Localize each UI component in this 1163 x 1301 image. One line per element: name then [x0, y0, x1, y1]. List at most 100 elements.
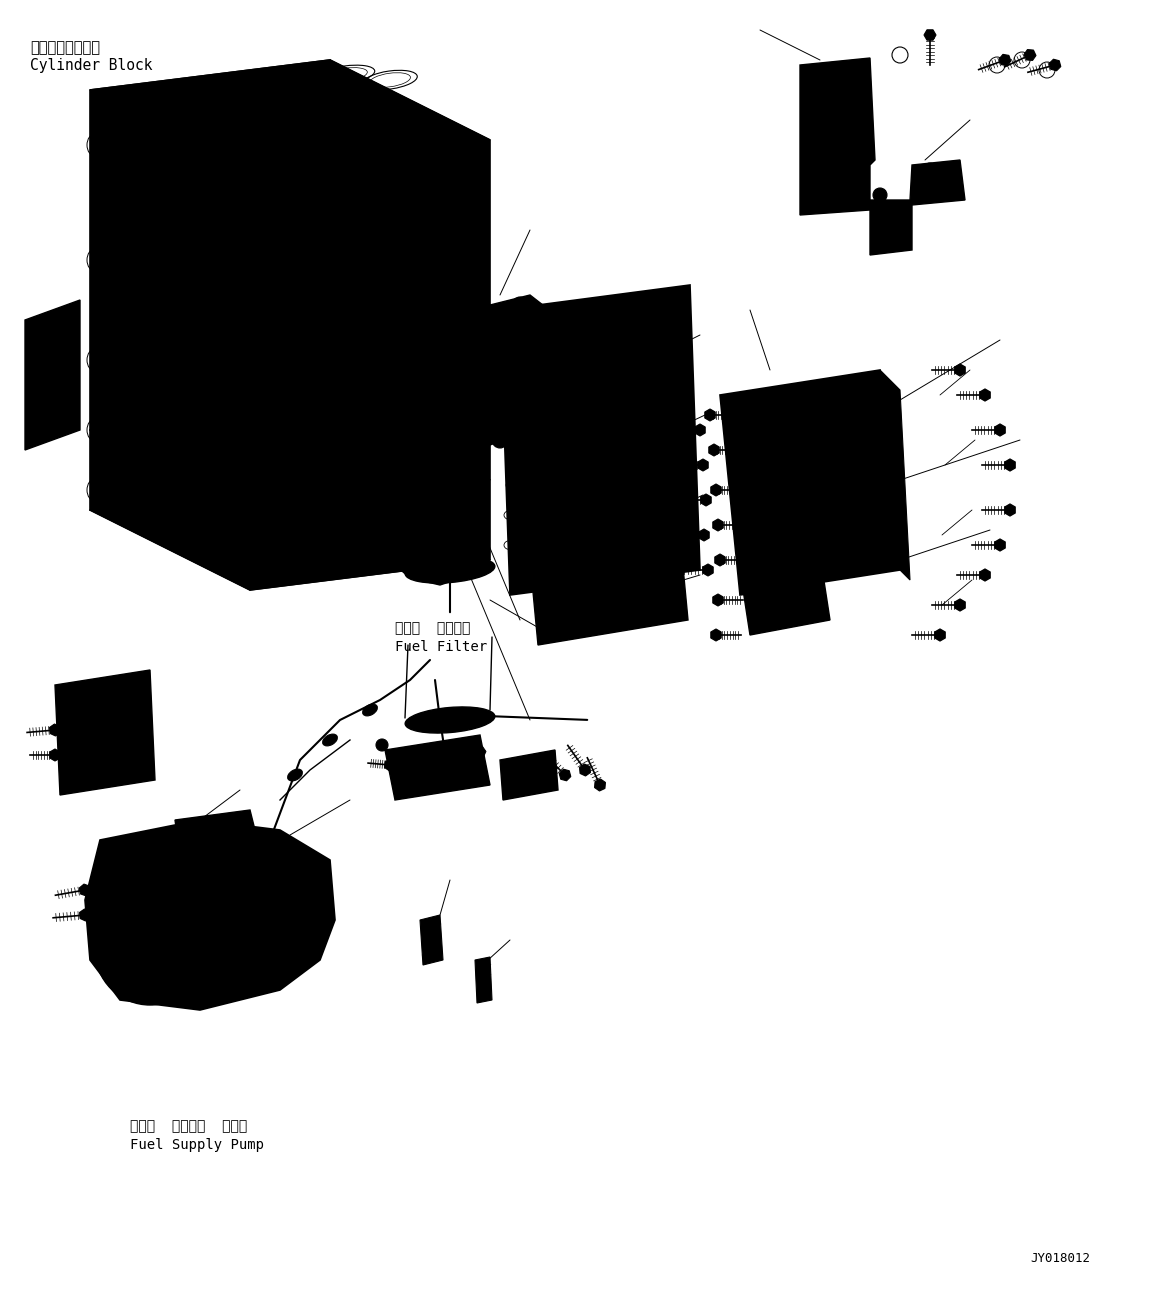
- Circle shape: [516, 360, 522, 367]
- Circle shape: [558, 367, 565, 372]
- Polygon shape: [979, 569, 990, 582]
- Circle shape: [95, 895, 205, 1004]
- Polygon shape: [385, 735, 490, 800]
- Polygon shape: [994, 539, 1005, 552]
- Circle shape: [495, 436, 504, 444]
- Polygon shape: [438, 315, 550, 431]
- Ellipse shape: [405, 706, 494, 732]
- Ellipse shape: [363, 704, 377, 716]
- Polygon shape: [702, 565, 713, 576]
- Polygon shape: [800, 59, 965, 255]
- Circle shape: [621, 319, 627, 324]
- Polygon shape: [90, 480, 490, 589]
- Polygon shape: [713, 519, 723, 531]
- Ellipse shape: [405, 557, 494, 583]
- Circle shape: [551, 336, 559, 343]
- Circle shape: [247, 837, 263, 853]
- Polygon shape: [923, 30, 936, 40]
- Polygon shape: [420, 915, 443, 965]
- Polygon shape: [701, 494, 712, 506]
- Text: フェル  サブライ  ポンプ: フェル サブライ ポンプ: [130, 1119, 248, 1133]
- Circle shape: [658, 454, 664, 459]
- Polygon shape: [713, 595, 723, 606]
- Polygon shape: [428, 513, 463, 548]
- Polygon shape: [530, 535, 688, 645]
- Circle shape: [549, 436, 555, 442]
- Circle shape: [622, 445, 628, 451]
- Polygon shape: [1005, 503, 1015, 516]
- Circle shape: [812, 77, 818, 83]
- Polygon shape: [395, 515, 480, 585]
- Polygon shape: [79, 885, 91, 896]
- Polygon shape: [385, 758, 395, 771]
- Polygon shape: [740, 556, 830, 635]
- Circle shape: [427, 412, 443, 428]
- Text: シリンダブロック: シリンダブロック: [30, 40, 100, 55]
- Polygon shape: [500, 285, 700, 595]
- Circle shape: [528, 336, 534, 342]
- Circle shape: [516, 301, 525, 310]
- Polygon shape: [454, 748, 466, 760]
- Polygon shape: [79, 909, 91, 921]
- Circle shape: [422, 323, 438, 338]
- Circle shape: [547, 332, 563, 347]
- Text: Fuel Supply Pump: Fuel Supply Pump: [130, 1138, 264, 1151]
- Circle shape: [649, 490, 655, 497]
- Circle shape: [431, 416, 438, 424]
- Circle shape: [927, 167, 933, 173]
- Ellipse shape: [278, 847, 302, 863]
- Polygon shape: [95, 855, 140, 935]
- Polygon shape: [955, 598, 965, 611]
- Polygon shape: [330, 399, 490, 559]
- Polygon shape: [708, 444, 719, 455]
- Polygon shape: [50, 749, 60, 761]
- Circle shape: [435, 520, 455, 540]
- Circle shape: [130, 930, 170, 971]
- Polygon shape: [720, 369, 900, 595]
- Text: フェル  フィルタ: フェル フィルタ: [395, 621, 470, 635]
- Polygon shape: [694, 424, 705, 436]
- Circle shape: [664, 333, 670, 340]
- Circle shape: [943, 168, 957, 182]
- Circle shape: [852, 72, 858, 78]
- Polygon shape: [85, 820, 335, 1010]
- Polygon shape: [475, 450, 486, 461]
- Text: Cylinder Block: Cylinder Block: [30, 59, 152, 73]
- Circle shape: [227, 872, 243, 889]
- Polygon shape: [55, 670, 155, 795]
- Polygon shape: [559, 769, 571, 781]
- Bar: [785, 450, 815, 490]
- Circle shape: [577, 448, 583, 453]
- Polygon shape: [475, 747, 486, 757]
- Polygon shape: [955, 364, 965, 376]
- Polygon shape: [705, 409, 715, 422]
- Polygon shape: [409, 755, 421, 766]
- Text: JY018012: JY018012: [1030, 1252, 1090, 1265]
- Polygon shape: [1049, 60, 1061, 70]
- Circle shape: [848, 68, 862, 82]
- Circle shape: [426, 327, 434, 334]
- Circle shape: [376, 739, 388, 751]
- Polygon shape: [174, 811, 261, 857]
- Circle shape: [551, 392, 559, 399]
- Circle shape: [877, 193, 883, 198]
- Polygon shape: [330, 60, 490, 480]
- Ellipse shape: [287, 769, 302, 781]
- Circle shape: [252, 866, 267, 883]
- Circle shape: [547, 386, 563, 403]
- Polygon shape: [475, 958, 492, 1003]
- Circle shape: [649, 483, 655, 489]
- Polygon shape: [711, 628, 721, 641]
- Circle shape: [923, 163, 937, 177]
- Circle shape: [656, 461, 662, 466]
- Polygon shape: [935, 628, 946, 641]
- Polygon shape: [711, 484, 721, 496]
- Polygon shape: [1025, 49, 1036, 60]
- Circle shape: [549, 457, 556, 462]
- Polygon shape: [500, 749, 558, 800]
- Polygon shape: [90, 399, 330, 510]
- Ellipse shape: [278, 922, 302, 938]
- Polygon shape: [90, 60, 490, 176]
- Circle shape: [808, 73, 822, 87]
- Circle shape: [492, 432, 508, 448]
